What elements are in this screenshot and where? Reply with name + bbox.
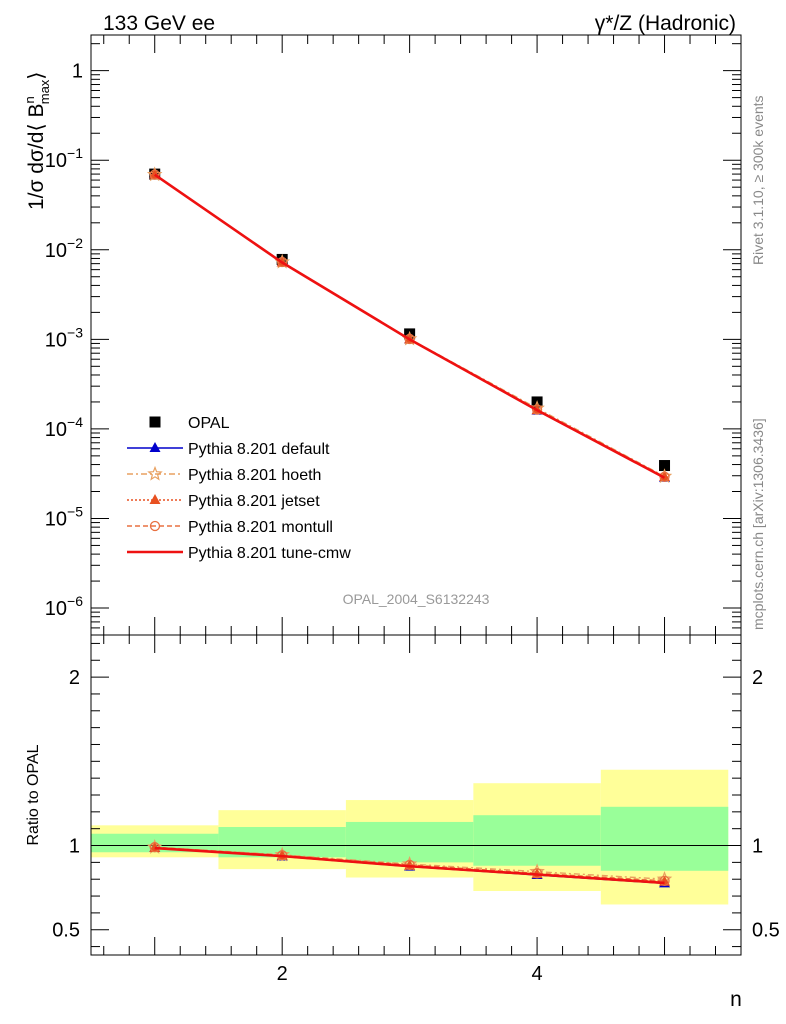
ratio-band-inner (345, 821, 474, 863)
point-montull (149, 169, 160, 180)
point-montull (277, 256, 288, 268)
main-panel: 1 10−1 10−2 10−3 10−4 10−5 10−6 (45, 34, 742, 636)
header-left: 133 GeV ee (103, 12, 215, 35)
main-ytick-label: 10−5 (45, 503, 83, 530)
main-ylabel-sub: max (37, 79, 52, 104)
point-montull (659, 875, 670, 887)
series-line-tunecmw (154, 846, 665, 885)
main-ytick-label: 1 (72, 61, 83, 83)
legend-label-montull: Pythia 8.201 montull (188, 519, 333, 536)
main-ytick-label: 10−4 (45, 414, 83, 441)
side-text-bottom: mcplots.cern.ch [arXiv:1306.3436] (750, 418, 766, 630)
ratio-band-inner (600, 806, 729, 871)
series-line-montull (154, 846, 665, 882)
main-ytick-label: 10−2 (45, 235, 83, 262)
legend: OPAL Pythia 8.201 default Pythia 8.201 hoe… (127, 415, 351, 562)
analysis-watermark: OPAL_2004_S6132243 (343, 591, 490, 607)
point-montull (404, 333, 415, 345)
series-line-montull (154, 174, 665, 478)
series-line-tunecmw (153, 173, 666, 479)
data-point-opal (659, 460, 671, 472)
side-text-top: Rivet 3.1.10, ≥ 300k events (750, 95, 766, 265)
main-ylabel-pre: 1/σ dσ/d⟨ B (25, 104, 48, 211)
legend-marker-montull (149, 520, 161, 532)
ratio-band-inner (473, 815, 601, 866)
main-ylabel-post: ⟩ (25, 72, 48, 80)
main-ylabel: 1/σ dσ/d⟨ Bnmax⟩ (22, 72, 52, 211)
header-right: γ*/Z (Hadronic) (595, 12, 736, 35)
main-ylabel-sup: n (22, 96, 37, 103)
legend-item-montull: Pythia 8.201 montull (127, 519, 333, 536)
ratio-ylabel: Ratio to OPAL (25, 744, 42, 845)
legend-label-tunecmw: Pythia 8.201 tune-cmw (188, 545, 351, 562)
x-axis-label: n (730, 988, 742, 1011)
legend-item-opal: OPAL (149, 415, 230, 432)
ratio-uncertainty-bands (91, 769, 741, 905)
legend-item-jetset: Pythia 8.201 jetset (127, 493, 320, 510)
series-line-default (154, 174, 665, 479)
main-ytick-label: 10−1 (45, 145, 83, 172)
x-tick-label: 4 (532, 963, 543, 985)
legend-label-hoeth: Pythia 8.201 hoeth (188, 467, 321, 484)
series-line-jetset (154, 174, 665, 478)
legend-item-tunecmw: Pythia 8.201 tune-cmw (127, 545, 351, 562)
series-line-hoeth (154, 174, 665, 478)
point-montull (531, 404, 543, 415)
point-jetset (149, 842, 161, 853)
ratio-ytick-label-left: 1 (69, 836, 80, 858)
legend-marker-opal (149, 416, 161, 428)
ratio-ytick-label-left: 2 (69, 667, 80, 689)
ratio-ytick-label-left: 0.5 (52, 920, 80, 942)
ratio-ytick-label-right: 1 (752, 836, 763, 858)
main-ytick-label: 10−6 (45, 593, 83, 620)
x-tick-label: 2 (277, 963, 288, 985)
legend-item-default: Pythia 8.201 default (127, 441, 330, 458)
legend-label-opal: OPAL (188, 415, 230, 432)
ratio-ytick-label-right: 2 (752, 667, 763, 689)
main-ytick-label: 10−3 (45, 324, 83, 351)
legend-marker-default (149, 442, 161, 452)
legend-label-default: Pythia 8.201 default (188, 441, 330, 458)
legend-label-jetset: Pythia 8.201 jetset (188, 493, 320, 510)
legend-item-hoeth: Pythia 8.201 hoeth (127, 465, 321, 484)
ratio-ytick-label-right: 0.5 (752, 920, 780, 942)
ratio-panel: 2 4 0.5 0.5 1 1 2 2 (52, 634, 780, 985)
legend-marker-hoeth (147, 465, 163, 481)
legend-marker-jetset (149, 494, 161, 504)
